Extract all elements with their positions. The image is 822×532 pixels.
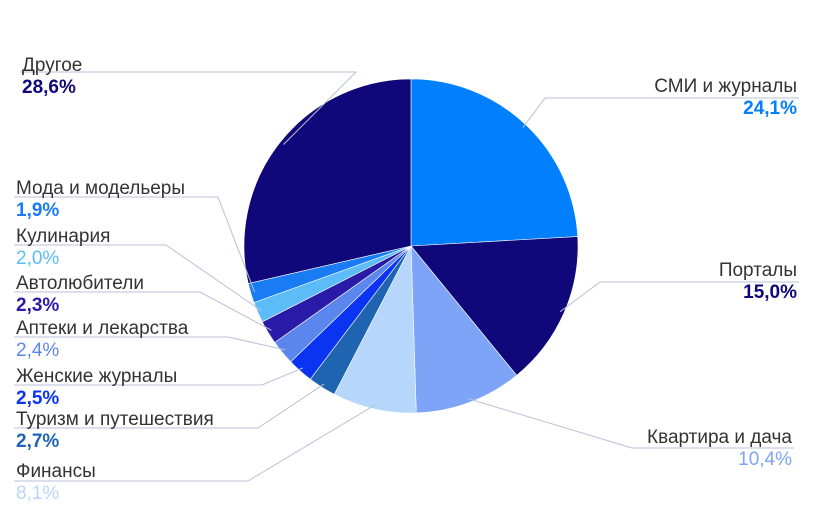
leader-line-5 [14, 383, 325, 429]
slice-label-8: Автолюбители [16, 273, 144, 294]
slice-value-7: 2,4% [16, 340, 59, 361]
pie-slices [243, 78, 579, 414]
slice-label-1: СМИ и журналы [654, 76, 797, 97]
slice-value-10: 1,9% [16, 200, 59, 221]
leader-line-3 [467, 398, 794, 449]
leader-line-9 [14, 244, 262, 312]
leader-line-8 [14, 291, 272, 331]
slice-label-11: Другое [22, 55, 82, 76]
slice-value-5: 2,7% [16, 431, 59, 452]
pie-slice-1 [410, 78, 579, 247]
slice-label-10: Мода и модельеры [16, 178, 185, 199]
leader-line-2 [559, 281, 799, 313]
pie-slice-2 [410, 236, 579, 376]
pie-slice-11 [243, 78, 412, 284]
slice-label-3: Квартира и дача [647, 427, 792, 448]
slice-value-8: 2,3% [16, 295, 59, 316]
leader-line-6 [14, 367, 304, 386]
leader-line-11 [20, 71, 358, 145]
slice-value-4: 8,1% [16, 483, 59, 504]
slice-label-5: Туризм и путешествия [16, 409, 214, 430]
slice-value-3: 10,4% [738, 449, 792, 470]
leader-line-1 [522, 97, 799, 128]
slice-label-7: Аптеки и лекарства [16, 318, 189, 339]
slice-value-11: 28,6% [22, 77, 76, 98]
leader-line-7 [14, 336, 286, 351]
slice-label-2: Порталы [719, 260, 797, 281]
slice-label-9: Кулинария [16, 226, 110, 247]
leader-lines [14, 71, 799, 482]
slice-label-4: Финансы [16, 461, 96, 482]
leader-line-4 [14, 404, 376, 482]
leader-line-10 [14, 196, 256, 293]
slice-label-6: Женские журналы [16, 366, 177, 387]
pie-slice-3 [410, 245, 518, 414]
slice-value-9: 2,0% [16, 248, 59, 269]
slice-value-1: 24,1% [743, 98, 797, 119]
slice-value-6: 2,5% [16, 388, 59, 409]
slice-value-2: 15,0% [743, 282, 797, 303]
